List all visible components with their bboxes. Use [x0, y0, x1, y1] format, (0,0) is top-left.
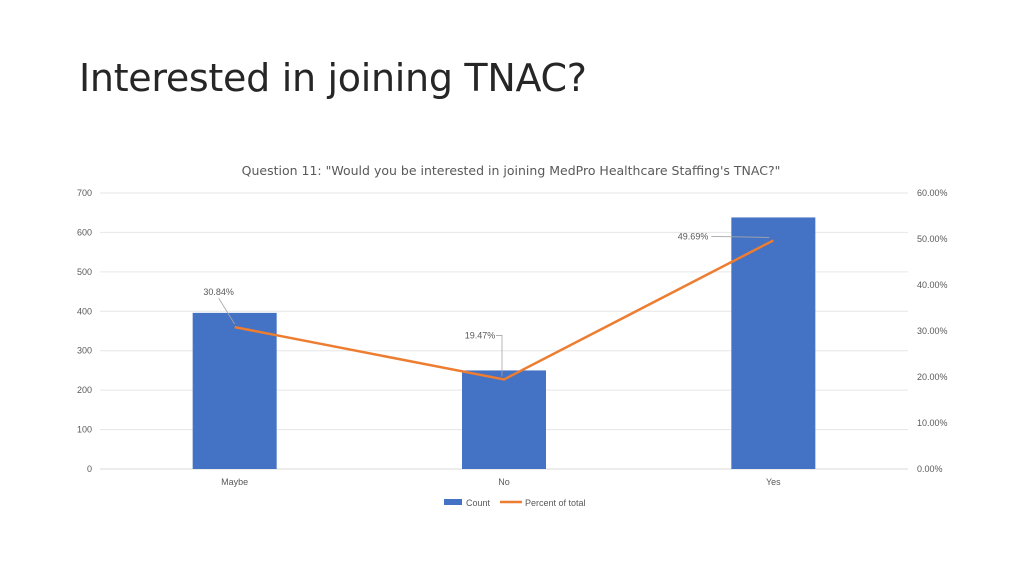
- left-axis-ticks: 0 100 200 300 400 500 600 700: [77, 188, 92, 474]
- left-tick-label: 0: [87, 464, 92, 474]
- legend-count-swatch: [444, 499, 462, 505]
- chart-title: Question 11: "Would you be interested in…: [242, 163, 781, 178]
- label-leader-line: [711, 236, 770, 238]
- slide-title: Interested in joining TNAC?: [79, 56, 587, 100]
- category-label: Yes: [766, 477, 781, 487]
- left-tick-label: 200: [77, 385, 92, 395]
- left-tick-label: 500: [77, 267, 92, 277]
- legend: Count Percent of total: [444, 498, 586, 508]
- right-tick-label: 40.00%: [917, 280, 948, 290]
- right-tick-label: 10.00%: [917, 418, 948, 428]
- left-tick-label: 300: [77, 346, 92, 356]
- left-tick-label: 700: [77, 188, 92, 198]
- category-axis-ticks: Maybe No Yes: [221, 477, 781, 487]
- category-label: No: [498, 477, 510, 487]
- category-label: Maybe: [221, 477, 248, 487]
- right-tick-label: 60.00%: [917, 188, 948, 198]
- percent-line-path: [234, 239, 774, 381]
- left-tick-label: 600: [77, 227, 92, 237]
- percent-data-label: 30.84%: [203, 287, 234, 297]
- right-axis-ticks: 0.00% 10.00% 20.00% 30.00% 40.00% 50.00% 60.00…: [917, 188, 948, 474]
- data-labels: 30.84% 19.47% 49.69%: [203, 231, 770, 377]
- label-leader-line: [496, 335, 503, 377]
- label-leader-line: [218, 297, 236, 325]
- right-tick-label: 20.00%: [917, 372, 948, 382]
- percent-data-label: 49.69%: [678, 231, 709, 241]
- count-bar: [192, 312, 277, 469]
- left-tick-label: 400: [77, 306, 92, 316]
- count-bar: [731, 217, 816, 469]
- right-tick-label: 30.00%: [917, 326, 948, 336]
- percent-data-label: 19.47%: [465, 330, 496, 340]
- left-tick-label: 100: [77, 425, 92, 435]
- legend-count-label: Count: [466, 498, 491, 508]
- percent-line: [234, 239, 774, 381]
- count-bar: [462, 370, 546, 469]
- count-bars: [192, 217, 816, 469]
- right-tick-label: 50.00%: [917, 234, 948, 244]
- legend-percent-label: Percent of total: [525, 498, 586, 508]
- right-tick-label: 0.00%: [917, 464, 943, 474]
